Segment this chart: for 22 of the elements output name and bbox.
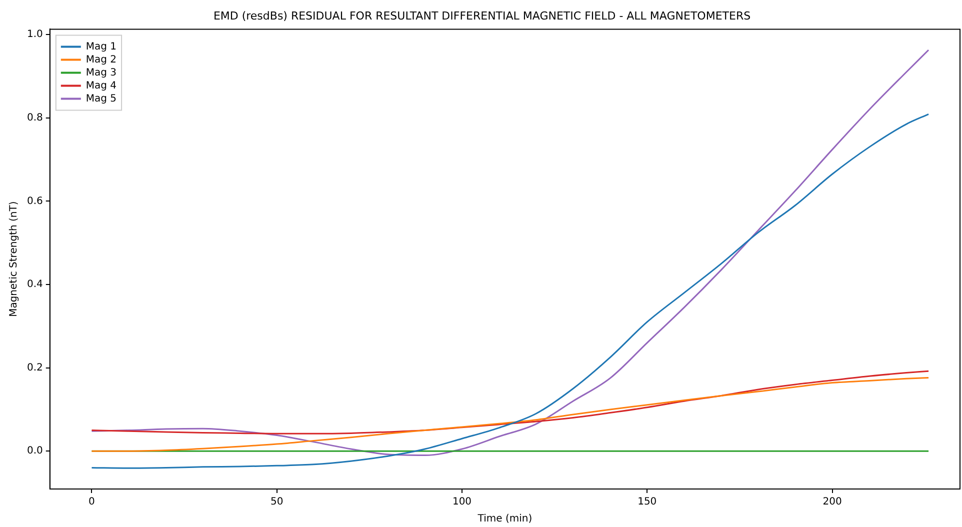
y-tick-label: 0.0 xyxy=(26,446,43,457)
y-axis-title: Magnetic Strength (nT) xyxy=(8,201,20,317)
y-tick-label: 0.2 xyxy=(26,362,43,374)
x-axis-title: Time (min) xyxy=(476,514,532,525)
legend-label: Mag 2 xyxy=(86,54,117,66)
chart-title: EMD (resdBs) RESIDUAL FOR RESULTANT DIFFERENTIAL MAGNETIC FIELD - ALL MAGNETOMETERS xyxy=(213,9,751,22)
y-tick-label: 1.0 xyxy=(26,29,43,40)
legend-label: Mag 1 xyxy=(86,41,117,52)
x-tick-label: 150 xyxy=(638,496,657,508)
x-tick-label: 200 xyxy=(822,496,842,508)
legend-label: Mag 3 xyxy=(86,67,117,78)
x-tick-label: 0 xyxy=(88,496,95,508)
line-series xyxy=(90,113,930,469)
x-tick-label: 50 xyxy=(270,496,284,508)
legend-label: Mag 5 xyxy=(86,93,117,104)
legend-label: Mag 4 xyxy=(86,80,117,92)
y-tick-label: 0.8 xyxy=(26,112,43,124)
line-series xyxy=(90,370,930,434)
line-series xyxy=(90,377,930,452)
y-tick-label: 0.4 xyxy=(26,279,43,290)
x-tick-label: 100 xyxy=(452,496,472,508)
y-tick-label: 0.6 xyxy=(26,196,43,207)
